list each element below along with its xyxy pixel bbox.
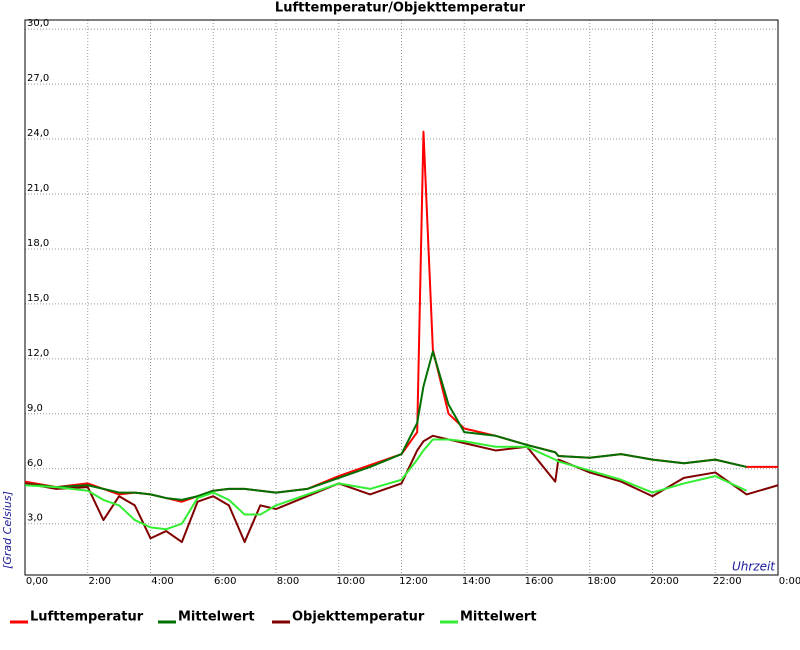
x-tick-label: 6:00 [214,576,236,587]
x-tick-label: 0:00 [779,576,800,587]
y-tick-label: 27,0 [27,73,49,84]
y-tick-label: 12,0 [27,348,49,359]
x-tick-label: 16:00 [525,576,554,587]
x-tick-label: 10:00 [336,576,365,587]
y-tick-label: 30,0 [27,18,49,29]
data-line [24,438,748,531]
legend-label: Lufttemperatur [30,610,144,625]
plot-border [24,19,779,576]
y-tick-label: 15,0 [27,293,49,304]
y-tick-label: 18,0 [27,238,49,249]
legend-label: Mittelwert [178,610,255,625]
y-tick-label: 6,0 [27,458,43,469]
x-tick-label: 12:00 [399,576,428,587]
x-tick-label: 4:00 [151,576,173,587]
y-tick-label: 24,0 [27,128,49,139]
x-axis-label: Uhrzeit [732,560,776,574]
x-tick-label: 18:00 [587,576,616,587]
legend-label: Mittelwert [460,610,537,625]
y-tick-label: 21,0 [27,183,49,194]
chart-title: Lufttemperatur/Objekttemperatur [275,1,526,16]
y-axis-label: [Grad Celsius] [1,491,14,569]
data-line [24,350,747,501]
x-tick-label: 20:00 [650,576,679,587]
x-tick-label: 0,00 [26,576,48,587]
data-line [24,434,779,544]
y-tick-label: 9,0 [27,403,43,414]
y-tick-label: 3,0 [27,513,43,524]
x-tick-label: 14:00 [462,576,491,587]
x-tick-label: 8:00 [277,576,299,587]
x-tick-label: 2:00 [89,576,111,587]
x-tick-label: 22:00 [713,576,742,587]
legend-label: Objekttemperatur [292,610,425,625]
